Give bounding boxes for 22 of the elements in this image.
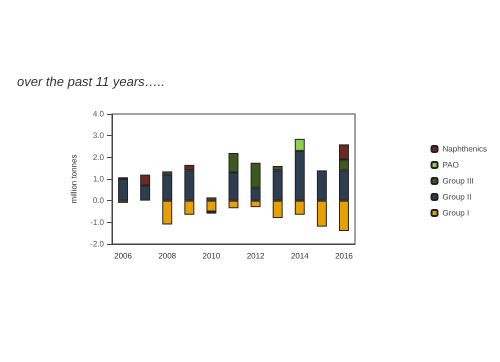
y-tick-label: 2.0 <box>92 152 105 162</box>
x-tick-label: 2006 <box>114 252 132 260</box>
legend-label: Group III <box>442 176 474 186</box>
y-axis-title: million tonnes <box>70 154 78 204</box>
x-tick-label: 2014 <box>290 252 310 260</box>
y-tick-label: 4.0 <box>92 110 105 118</box>
y-tick-label: 0.0 <box>92 196 105 206</box>
legend-label: Naphthenics <box>442 144 488 154</box>
chart-title: over the past 11 years….. <box>17 74 165 89</box>
legend-label: PAO <box>442 160 459 170</box>
x-tick-label: 2016 <box>335 252 354 260</box>
y-tick-label: 1.0 <box>92 174 105 184</box>
y-tick-label: -1.0 <box>90 218 105 227</box>
x-tick-label: 2010 <box>202 252 221 260</box>
x-tick-label: 2012 <box>246 252 266 260</box>
bar <box>118 179 128 201</box>
x-tick-label: 2008 <box>158 252 177 260</box>
legend-label: Group I <box>442 208 470 218</box>
y-tick-label: -2.0 <box>90 240 105 248</box>
bar <box>206 200 216 212</box>
y-tick-label: 3.0 <box>92 131 105 140</box>
legend-label: Group II <box>442 192 472 202</box>
